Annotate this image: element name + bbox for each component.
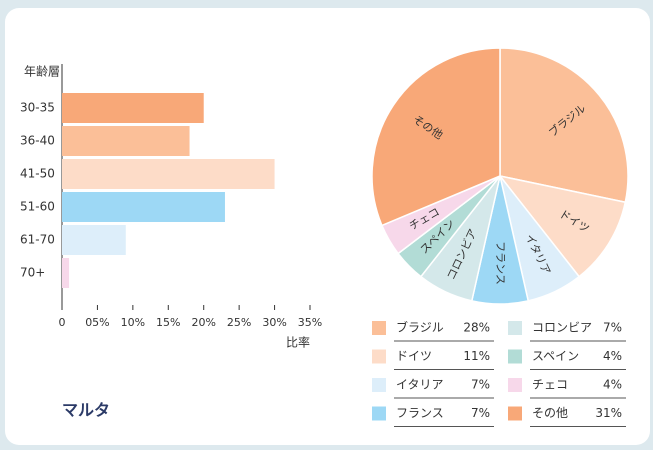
legend-value: 7% — [603, 321, 622, 335]
pie-slice — [498, 174, 627, 278]
bar — [62, 258, 70, 288]
legend-label: フランス — [396, 406, 444, 420]
x-tick-label: 15% — [156, 316, 180, 329]
legend-swatch — [372, 349, 386, 364]
legend-swatch — [508, 321, 522, 335]
legend-label: コロンビア — [532, 321, 592, 335]
legend-label: ドイツ — [396, 349, 432, 363]
bar — [62, 93, 204, 123]
slice-label: フランス — [494, 241, 507, 285]
bar — [62, 126, 190, 156]
y-tick-label: 41-50 — [20, 167, 55, 181]
y-tick-label: 70+ — [20, 266, 45, 280]
x-tick-label: 30% — [262, 316, 286, 329]
legend-value: 4% — [603, 378, 622, 392]
legend-value: 7% — [471, 378, 490, 392]
x-tick-label: 10% — [121, 316, 145, 329]
legend-swatch — [508, 406, 522, 421]
legend-value: 4% — [603, 349, 622, 363]
x-axis-label: 比率 — [286, 335, 310, 350]
legend-swatch — [372, 406, 386, 421]
bar — [62, 225, 126, 255]
x-tick-label: 20% — [191, 316, 215, 329]
legend-label: イタリア — [396, 378, 444, 392]
legend-value: 28% — [463, 321, 490, 335]
y-tick-label: 30-35 — [20, 101, 55, 115]
legend-label: その他 — [532, 406, 568, 420]
x-tick-label: 25% — [227, 316, 251, 329]
legend-value: 11% — [463, 349, 490, 363]
legend-label: スペイン — [532, 349, 579, 363]
legend-swatch — [508, 349, 522, 364]
x-tick-label: 05% — [85, 316, 109, 329]
bar — [62, 192, 225, 222]
y-tick-label: 36-40 — [20, 134, 55, 148]
legend-swatch — [372, 378, 386, 392]
y-axis-label: 年齢層 — [24, 64, 60, 79]
y-tick-label: 51-60 — [20, 200, 55, 214]
title: マルタ — [62, 401, 110, 420]
legend-label: ブラジル — [396, 320, 444, 335]
x-tick-label: 0 — [59, 316, 66, 329]
bar — [62, 159, 275, 189]
legend-value: 31% — [595, 406, 622, 420]
legend-swatch — [508, 378, 522, 392]
legend-label: チェコ — [532, 378, 568, 392]
pie-slice — [499, 47, 629, 204]
y-tick-label: 61-70 — [20, 233, 55, 247]
pie-slice — [371, 47, 501, 227]
x-tick-label: 35% — [298, 316, 322, 329]
legend-swatch — [372, 321, 386, 335]
legend-value: 7% — [471, 406, 490, 420]
